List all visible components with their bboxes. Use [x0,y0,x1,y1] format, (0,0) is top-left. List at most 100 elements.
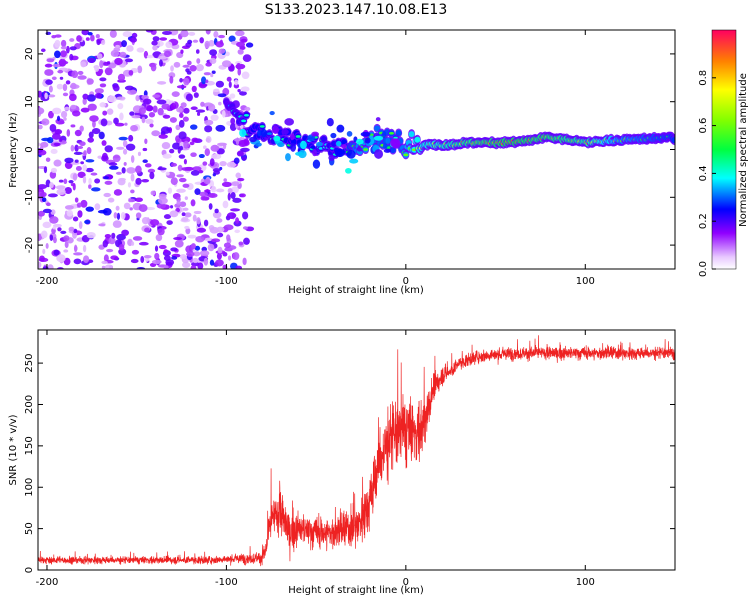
heatmap-cell [142,159,148,164]
heatmap-cell [242,54,252,63]
spectrogram-x-ticks: -200 -100 0 100 [36,30,595,287]
heatmap-cell [69,38,75,42]
heatmap-cell [209,180,215,188]
heatmap-cell [295,135,301,138]
heatmap-cell [178,154,186,159]
heatmap-cell [272,125,279,134]
heatmap-cell [223,178,227,182]
heatmap-cell [209,49,218,56]
heatmap-cell [101,265,106,269]
heatmap-cell [108,62,117,69]
heatmap-cell [124,85,135,91]
heatmap-cell [52,107,62,115]
heatmap-cell [82,97,87,105]
heatmap-cell [395,129,402,136]
heatmap-cell [110,255,119,260]
heatmap-cell [99,60,104,69]
heatmap-cell [101,155,109,162]
heatmap-cell [266,132,272,135]
heatmap-cell [149,123,154,128]
x-tick-label: -100 [215,577,238,588]
heatmap-cell [87,137,95,143]
heatmap-cell [130,124,138,132]
heatmap-cell [182,207,189,211]
heatmap-cell [187,234,197,239]
heatmap-cell [49,234,54,242]
heatmap-cell [346,131,353,137]
heatmap-cell [121,167,126,174]
heatmap-cell [149,171,155,180]
heatmap-cell [80,161,85,165]
heatmap-cell [156,81,167,85]
heatmap-cell [226,234,231,242]
heatmap-cell [326,118,334,127]
heatmap-cell [138,107,146,115]
heatmap-cell [210,144,220,152]
heatmap-cell [104,234,112,239]
heatmap-cell [103,192,111,198]
heatmap-cell [181,216,189,222]
heatmap-cell [152,105,158,113]
heatmap-cell [103,176,109,180]
heatmap-cell [374,125,381,132]
heatmap-cell [215,188,225,193]
heatmap-cell [91,128,101,135]
heatmap-cell [375,117,381,122]
y-tick-label: 150 [24,436,35,455]
heatmap-cell [49,216,59,224]
heatmap-cell [63,117,67,121]
heatmap-cell [157,55,168,60]
heatmap-cell [92,120,96,128]
heatmap-cell [40,191,47,198]
heatmap-cell [204,189,211,193]
heatmap-cell [182,183,190,188]
heatmap-cell [86,94,96,102]
heatmap-cell [70,82,77,90]
heatmap-cell [56,83,64,90]
heatmap-cell [157,107,164,116]
heatmap-cell [311,131,319,137]
heatmap-cell [82,255,90,264]
heatmap-cell [99,102,106,108]
heatmap-cell [223,224,234,231]
heatmap-cell [218,34,225,39]
heatmap-cell [179,78,183,83]
heatmap-cell [42,248,46,255]
heatmap-cell [47,264,54,269]
heatmap-cell [184,212,192,218]
heatmap-cell [96,39,101,46]
heatmap-cell [104,145,113,153]
heatmap-cell [73,228,78,234]
heatmap-cell [68,180,74,184]
heatmap-cell [235,217,240,224]
x-tick-label: 0 [403,577,409,588]
heatmap-cell [56,254,66,263]
heatmap-cell [90,172,98,176]
heatmap-cell [138,204,148,212]
heatmap-cell [98,223,106,227]
heatmap-cell [129,37,138,43]
heatmap-cell [77,210,83,218]
heatmap-cell [39,141,49,148]
heatmap-cell [186,251,195,257]
heatmap-cell [310,145,316,150]
heatmap-cell [226,76,232,82]
heatmap-cell [107,174,113,180]
heatmap-cell [127,89,137,95]
heatmap-cell [60,39,67,48]
heatmap-cell [236,150,244,157]
heatmap-cell [216,226,225,233]
heatmap-cell [106,108,114,115]
heatmap-cell [38,184,47,190]
heatmap-cell [217,246,223,254]
heatmap-cell [140,256,145,264]
heatmap-cell [128,69,134,76]
heatmap-cell [178,119,185,128]
heatmap-cell [199,250,210,256]
colorbar-tick-label: 0.8 [698,70,709,86]
heatmap-cell [115,171,122,175]
heatmap-cell [182,64,190,68]
heatmap-cell [136,47,145,53]
colorbar-label: Normalized spectral amplitude [738,73,749,227]
heatmap-cell [197,262,204,269]
